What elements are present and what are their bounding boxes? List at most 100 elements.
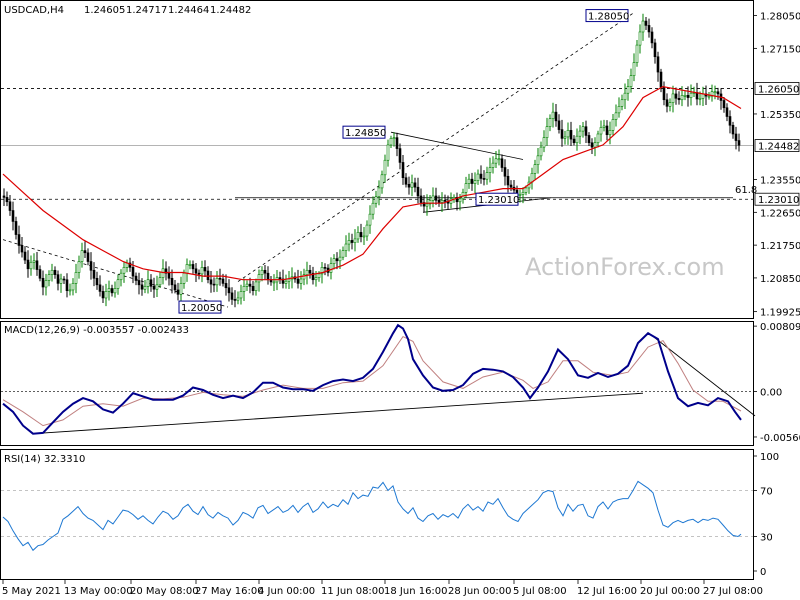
- candle-body: [470, 178, 474, 184]
- candle-body: [572, 138, 576, 144]
- candle-body: [65, 279, 69, 291]
- candle-body: [227, 287, 231, 294]
- candle-body: [596, 133, 600, 144]
- candle-body: [413, 182, 417, 188]
- candle-body: [734, 133, 738, 141]
- rsi-tick-label: 30: [760, 533, 773, 544]
- candle-body: [32, 260, 36, 263]
- candle-body: [149, 279, 153, 287]
- candle-body: [707, 95, 711, 98]
- candle-body: [623, 92, 627, 101]
- price-tick-label: 1.21750: [760, 241, 800, 252]
- candle-body: [128, 262, 132, 268]
- candle-body: [323, 267, 327, 269]
- candle-body: [341, 250, 345, 258]
- candle-body: [530, 173, 534, 183]
- candle-body: [134, 275, 138, 281]
- candle-body: [425, 203, 429, 207]
- candle-body: [203, 267, 207, 272]
- price-trendline: [390, 131, 524, 160]
- candle-body: [602, 125, 606, 128]
- candle-body: [44, 280, 48, 288]
- x-tick-label: 5 Jul 08:00: [513, 586, 567, 597]
- candle-body: [401, 162, 405, 179]
- candle-body: [560, 129, 564, 139]
- candle-body: [47, 274, 51, 281]
- candle-body: [506, 175, 510, 186]
- price-tick-label: 1.22650: [760, 208, 800, 219]
- candle-body: [455, 197, 459, 203]
- macd-trendline: [647, 332, 756, 417]
- candle-body: [161, 268, 165, 278]
- price-series-group: 1.20050 1.24850 1.23010 1.28050 61.8: [1, 9, 757, 314]
- rsi-panel: [0, 449, 754, 580]
- ohlc-close: 1.24482: [210, 5, 251, 16]
- candle-body: [116, 279, 120, 289]
- price-tick-label: 1.28050: [760, 12, 800, 23]
- macd-tick-label: -0.005608: [760, 433, 800, 444]
- candle-body: [59, 278, 63, 284]
- candle-body: [113, 288, 117, 294]
- candle-body: [110, 288, 114, 294]
- x-tick-label: 27 May 16:00: [195, 586, 264, 597]
- candle-body: [536, 155, 540, 165]
- candle-body: [143, 285, 147, 290]
- candle-body: [353, 238, 357, 243]
- candle-body: [2, 195, 6, 198]
- x-tick-label: 4 Jun 00:00: [258, 586, 315, 597]
- x-tick-label: 13 May 00:00: [64, 586, 133, 597]
- candle-body: [311, 272, 315, 281]
- candle-body: [545, 126, 549, 138]
- candle-body: [131, 267, 135, 277]
- candle-body: [404, 177, 408, 185]
- candle-body: [731, 124, 735, 135]
- candle-body: [104, 291, 108, 299]
- macd-label: MACD(12,26,9) -0.003557 -0.002433: [4, 325, 189, 336]
- candle-body: [233, 299, 237, 301]
- candle-body: [467, 178, 471, 184]
- candle-body: [230, 292, 234, 300]
- candle-body: [62, 278, 66, 281]
- candle-body: [374, 196, 378, 204]
- candle-body: [98, 284, 102, 292]
- candle-body: [347, 240, 351, 245]
- candle-body: [92, 269, 96, 279]
- candle-body: [101, 291, 105, 299]
- candle-body: [587, 135, 591, 144]
- price-annotation-box: [585, 9, 629, 23]
- candle-body: [350, 240, 354, 243]
- candle-body: [653, 42, 657, 58]
- candle-body: [8, 201, 12, 211]
- macd-panel: [0, 321, 754, 446]
- candle-body: [296, 278, 300, 284]
- candle-body: [215, 277, 219, 286]
- candle-body: [569, 130, 573, 140]
- candle-body: [437, 200, 441, 203]
- candle-body: [521, 191, 525, 195]
- candle-body: [608, 130, 612, 136]
- candle-body: [698, 97, 702, 100]
- candle-body: [638, 31, 642, 46]
- candle-body: [14, 221, 18, 235]
- candle-body: [155, 284, 159, 290]
- candle-body: [389, 138, 393, 146]
- price-level-label: 1.24482: [758, 142, 799, 153]
- candle-body: [41, 277, 45, 288]
- candle-body: [140, 284, 144, 290]
- candle-body: [377, 187, 381, 197]
- ohlc-low: 1.24464: [168, 5, 209, 16]
- candle-body: [422, 202, 426, 207]
- candle-body: [626, 86, 630, 94]
- x-tick-label: 11 Jun 08:00: [321, 586, 385, 597]
- candle-body: [656, 56, 660, 73]
- candle-body: [392, 137, 396, 139]
- candle-body: [383, 159, 387, 176]
- candle-body: [56, 274, 60, 284]
- watermark: ActionForex.com: [525, 253, 725, 281]
- candle-body: [641, 20, 645, 33]
- candle-body: [302, 274, 306, 280]
- candle-body: [305, 269, 309, 275]
- candle-body: [395, 137, 399, 149]
- candle-body: [632, 62, 636, 76]
- chart-title: USDCAD,H4: [4, 5, 64, 16]
